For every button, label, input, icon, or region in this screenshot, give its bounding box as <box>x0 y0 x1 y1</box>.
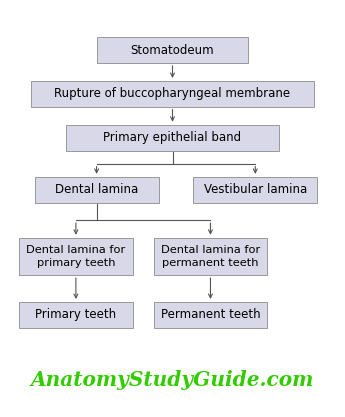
Text: Dental lamina: Dental lamina <box>55 183 138 196</box>
FancyBboxPatch shape <box>154 302 267 328</box>
Text: Dental lamina for
primary teeth: Dental lamina for primary teeth <box>26 245 126 268</box>
Text: Permanent teeth: Permanent teeth <box>161 308 260 322</box>
FancyBboxPatch shape <box>19 302 133 328</box>
Text: Vestibular lamina: Vestibular lamina <box>204 183 307 196</box>
Text: Dental lamina for
permanent teeth: Dental lamina for permanent teeth <box>161 245 260 268</box>
FancyBboxPatch shape <box>154 238 267 275</box>
FancyBboxPatch shape <box>193 177 317 203</box>
Text: AnatomyStudyGuide.com: AnatomyStudyGuide.com <box>31 370 314 390</box>
FancyBboxPatch shape <box>34 177 159 203</box>
Text: Primary teeth: Primary teeth <box>35 308 117 322</box>
Text: Stomatodeum: Stomatodeum <box>131 43 214 57</box>
Text: Primary epithelial band: Primary epithelial band <box>104 131 242 144</box>
Text: Rupture of buccopharyngeal membrane: Rupture of buccopharyngeal membrane <box>55 87 290 100</box>
FancyBboxPatch shape <box>97 37 248 63</box>
FancyBboxPatch shape <box>19 238 133 275</box>
FancyBboxPatch shape <box>66 125 279 151</box>
FancyBboxPatch shape <box>31 81 314 107</box>
